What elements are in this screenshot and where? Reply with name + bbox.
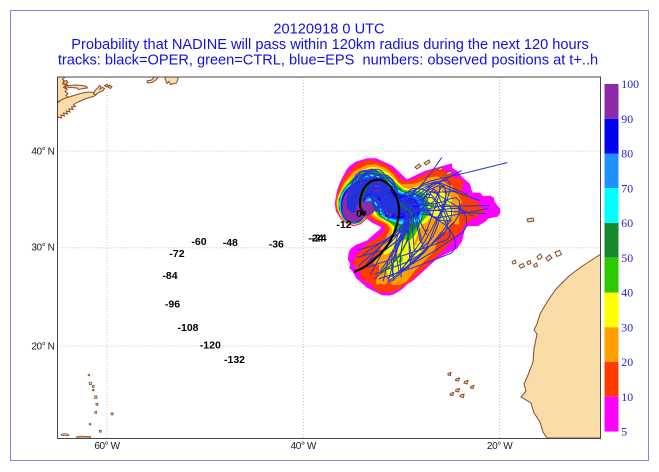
svg-text:30: 30 — [621, 320, 633, 334]
svg-text:-72: -72 — [169, 248, 184, 260]
svg-text:-96: -96 — [165, 299, 180, 311]
svg-text:60° W: 60° W — [94, 441, 120, 452]
svg-text:40° W: 40° W — [291, 441, 317, 452]
svg-text:80: 80 — [621, 147, 633, 161]
svg-text:-48: -48 — [223, 237, 238, 249]
svg-text:-132: -132 — [224, 354, 245, 366]
svg-text:-24: -24 — [311, 233, 326, 245]
svg-text:-60: -60 — [191, 236, 206, 248]
svg-text:-84: -84 — [162, 270, 177, 282]
svg-text:20° W: 20° W — [487, 441, 513, 452]
svg-text:10: 10 — [621, 390, 633, 404]
svg-text:0: 0 — [356, 208, 362, 220]
svg-text:5: 5 — [621, 425, 627, 439]
svg-text:20: 20 — [621, 355, 633, 369]
svg-text:50: 50 — [621, 251, 633, 265]
svg-text:20120918 0 UTC: 20120918 0 UTC — [273, 22, 384, 38]
svg-text:90: 90 — [621, 112, 633, 126]
svg-text:tracks: black=OPER, green=CTRL: tracks: black=OPER, green=CTRL, blue=EPS… — [58, 52, 598, 68]
svg-text:-36: -36 — [269, 239, 284, 251]
svg-text:40° N: 40° N — [31, 146, 54, 157]
svg-text:60: 60 — [621, 216, 633, 230]
svg-text:-120: -120 — [200, 340, 221, 352]
svg-text:20° N: 20° N — [31, 341, 54, 352]
svg-text:-108: -108 — [177, 322, 198, 334]
svg-text:30° N: 30° N — [31, 243, 54, 254]
svg-text:Probability that NADINE will p: Probability that NADINE will pass within… — [71, 37, 589, 53]
svg-text:-24: -24 — [308, 233, 323, 245]
svg-text:-12: -12 — [336, 219, 351, 231]
svg-text:40: 40 — [621, 286, 633, 300]
svg-text:100: 100 — [621, 77, 639, 91]
svg-text:70: 70 — [621, 181, 633, 195]
